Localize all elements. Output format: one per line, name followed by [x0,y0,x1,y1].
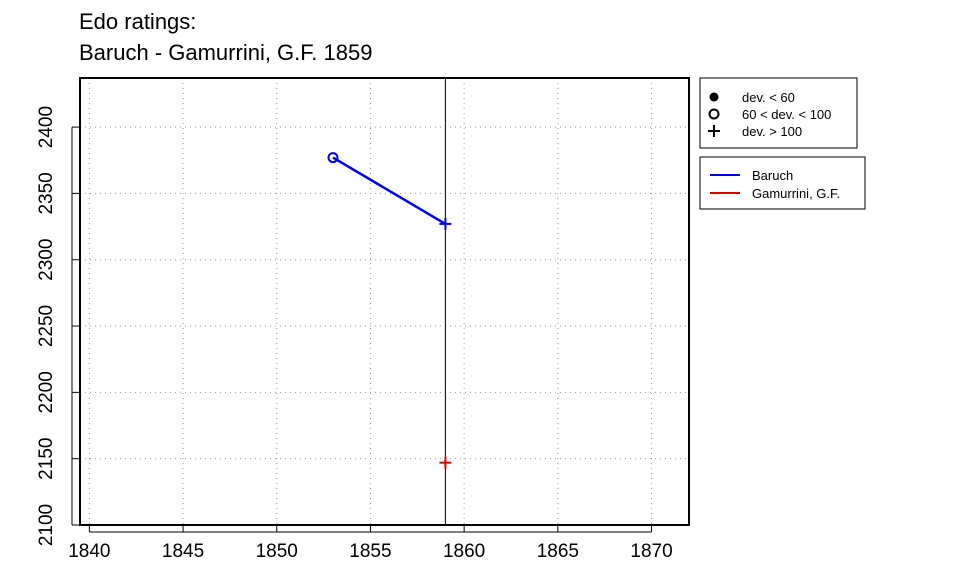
grid-lines [80,78,689,526]
legend-open-circle-icon [708,108,720,120]
marker-legend: dev. < 60 60 < dev. < 100 dev. > 100 [699,77,858,149]
legend-plus-icon [708,125,720,137]
chart-title-line-1: Edo ratings: [79,9,196,34]
chart-title-line-2: Baruch - Gamurrini, G.F. 1859 [79,40,372,65]
series-legend-box [699,156,866,210]
series-layer [327,152,452,469]
x-tick-label-1870: 1870 [630,541,672,562]
legend-series-label-2: Gamurrini, G.F. [752,186,840,201]
y-tick-label-2250: 2250 [36,305,57,347]
series-1 [439,456,452,469]
legend-marker-label-3: dev. > 100 [742,124,802,139]
data-point-1-0 [439,456,452,469]
x-tick-label-1865: 1865 [537,541,579,562]
x-tick-label-1845: 1845 [162,541,204,562]
y-tick-label-2100: 2100 [36,504,57,546]
plot-frame [79,77,690,526]
series-0 [327,152,452,230]
marker-legend-box [699,77,858,149]
y-tick-label-2400: 2400 [36,106,57,148]
legend-marker-label-1: dev. < 60 [742,90,795,105]
x-tick-label-1850: 1850 [256,541,298,562]
y-tick-label-2200: 2200 [36,371,57,413]
axes: 1840 1845 1850 1855 1860 1865 1870 2100 2150 2200… [36,106,673,562]
x-tick-label-1855: 1855 [349,541,391,562]
y-tick-label-2350: 2350 [36,172,57,214]
y-tick-label-2300: 2300 [36,239,57,281]
x-tick-label-1840: 1840 [68,541,110,562]
legend-series-label-1: Baruch [752,168,793,183]
legend-marker-label-2: 60 < dev. < 100 [742,107,831,122]
data-point-0-0 [327,152,339,164]
data-point-0-1 [439,217,452,230]
y-tick-label-2150: 2150 [36,438,57,480]
legend-filled-circle-icon [709,92,719,102]
series-line-0 [332,156,447,225]
series-legend: Baruch Gamurrini, G.F. [699,156,866,210]
x-tick-label-1860: 1860 [443,541,485,562]
